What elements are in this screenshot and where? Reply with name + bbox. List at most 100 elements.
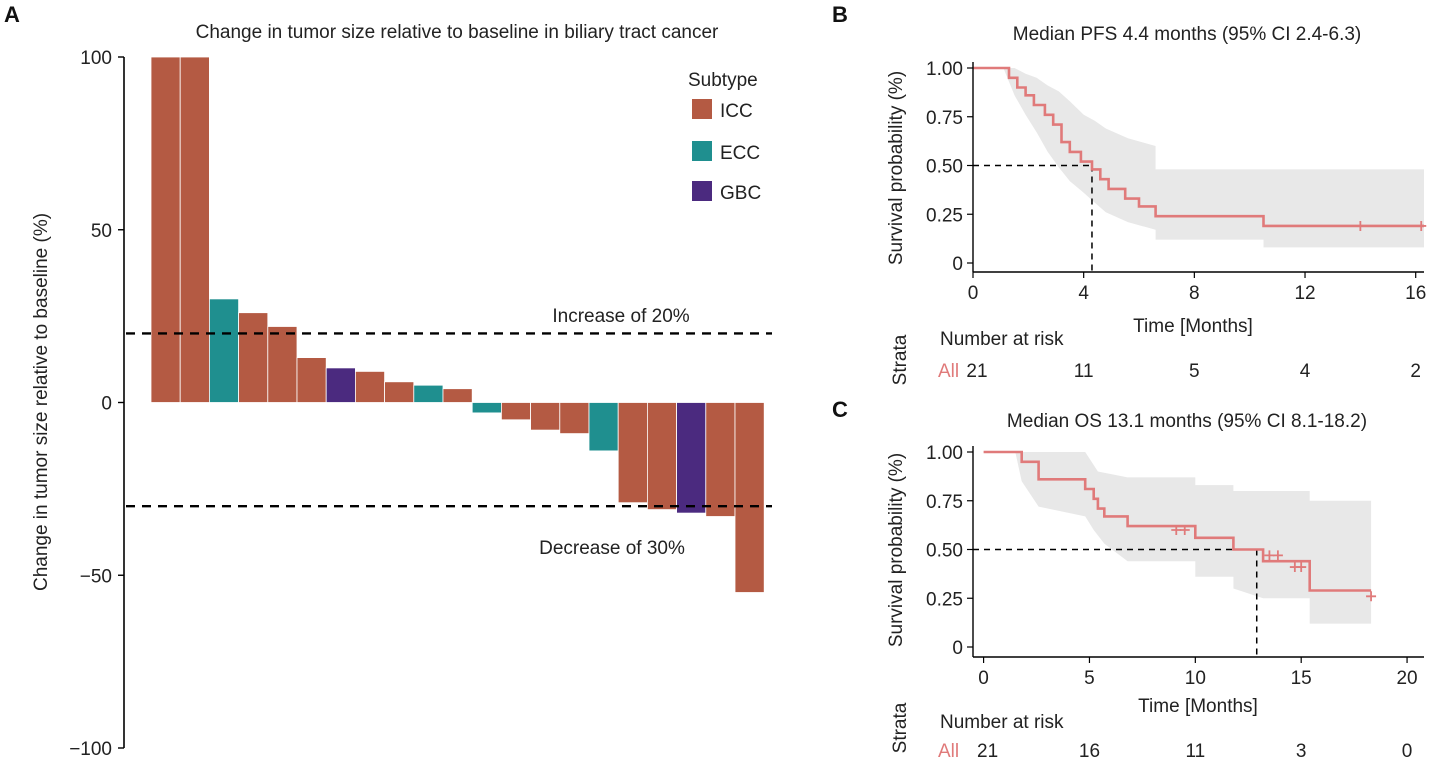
os-risk-group: All [938, 741, 959, 761]
bar-icc [559, 402, 590, 435]
increase-label: Increase of 20% [552, 306, 689, 327]
os-censor-mark [1171, 525, 1182, 535]
pfs-y-tick-label: 0 [952, 254, 963, 275]
bar-ecc [588, 402, 619, 452]
os-y-tick-label: 1.00 [926, 443, 963, 464]
bar-icc [354, 370, 385, 403]
pfs-risk-count: 2 [1410, 361, 1421, 382]
bar-ecc [413, 384, 444, 403]
pfs-censor-mark [1355, 220, 1366, 231]
pfs-risk-count: 4 [1300, 361, 1311, 382]
pfs-risk-count: 5 [1189, 361, 1200, 382]
pfs-x-tick-label: 16 [1405, 283, 1426, 304]
bar-icc [530, 402, 561, 431]
os-ci-band [983, 452, 1372, 624]
legend-swatch-ecc [692, 141, 712, 161]
bar-icc [705, 402, 736, 517]
os-censor-mark [1272, 550, 1283, 561]
bar-icc [617, 402, 648, 504]
legend-swatch-gbc [692, 181, 712, 201]
pfs-risk-header: Number at risk [940, 329, 1064, 350]
y-axis-label: Change in tumor size relative to baselin… [31, 213, 52, 591]
os-censor-mark [1296, 562, 1307, 573]
pfs-y-tick-label: 1.00 [926, 59, 963, 80]
pfs-risk-group: All [938, 361, 959, 382]
pfs-risk-count: 21 [966, 361, 987, 382]
bar-icc [179, 56, 210, 403]
pfs-x-tick-label: 0 [968, 283, 979, 304]
legend-label-ecc: ECC [720, 143, 760, 164]
pfs-x-axis-label: Time [Months] [1133, 316, 1253, 337]
bar-ecc [208, 298, 239, 403]
bar-icc [734, 402, 765, 593]
os-risk-count: 0 [1402, 741, 1413, 761]
decrease-label: Decrease of 30% [539, 538, 685, 559]
pfs-y-tick-label: 0.75 [926, 108, 963, 129]
bar-icc [296, 357, 327, 403]
os-strata-label: Strata [890, 702, 911, 753]
os-y-tick-label: 0.25 [926, 589, 963, 610]
os-x-tick-label: 20 [1396, 668, 1417, 689]
pfs-risk-count: 11 [1074, 361, 1094, 382]
reference-lines [126, 332, 772, 508]
bar-icc [384, 381, 415, 403]
pfs-x-tick-label: 4 [1078, 283, 1089, 304]
y-tick-label: −100 [69, 739, 112, 760]
bar-icc [442, 388, 473, 403]
legend-title: Subtype [688, 70, 758, 91]
pfs-y-tick-label: 0.50 [926, 157, 963, 178]
legend-label-gbc: GBC [720, 183, 761, 204]
panel-label-b: B [832, 2, 848, 27]
os-censor-mark [1264, 550, 1275, 561]
pfs-risk-counts: 21 11 5 4 2 [966, 361, 1421, 382]
legend-label-icc: ICC [720, 101, 753, 122]
os-y-tick-label: 0.75 [926, 492, 963, 513]
panel-label-c: C [832, 397, 848, 422]
y-tick-label: 50 [91, 221, 112, 242]
pfs-km-chart: Median PFS 4.4 months (95% CI 2.4-6.3) 1… [886, 24, 1426, 385]
y-tick-label: 100 [80, 48, 112, 69]
os-censor-mark [1366, 591, 1377, 602]
os-y-axis-label: Survival probability (%) [886, 453, 907, 647]
bar-gbc [676, 402, 707, 514]
os-km-chart: Median OS 13.1 months (95% CI 8.1-18.2) … [886, 411, 1424, 761]
os-plot-area: 1.00 0.75 0.50 0.25 00 5 10 15 20 [926, 443, 1424, 689]
pfs-survival-curve [973, 66, 1424, 228]
bar-icc [647, 402, 678, 510]
bar-icc [500, 402, 531, 421]
waterfall-bars [150, 56, 765, 593]
waterfall-title: Change in tumor size relative to baselin… [196, 22, 719, 43]
pfs-plot-area: 1.00 0.75 0.50 0.25 00 4 8 12 16 [926, 59, 1426, 304]
os-risk-count: 16 [1079, 741, 1100, 761]
waterfall-chart: Change in tumor size relative to baselin… [31, 22, 772, 760]
bar-icc [267, 326, 298, 403]
pfs-title: Median PFS 4.4 months (95% CI 2.4-6.3) [1013, 24, 1362, 45]
bar-ecc [471, 402, 502, 414]
os-x-tick-label: 0 [978, 668, 989, 689]
os-survival-curve [983, 450, 1372, 592]
pfs-y-axis-label: Survival probability (%) [886, 71, 907, 265]
bar-icc [238, 312, 269, 403]
y-ticks: 100 50 0 −50 −100 [69, 48, 124, 760]
pfs-strata-label: Strata [890, 334, 911, 385]
os-x-tick-label: 10 [1185, 668, 1206, 689]
os-risk-counts: 21 16 11 3 0 [977, 741, 1412, 761]
os-y-tick-label: 0.50 [926, 541, 963, 562]
os-y-tick-label: 0 [952, 638, 963, 659]
os-risk-count: 21 [977, 741, 998, 761]
os-risk-header: Number at risk [940, 712, 1064, 733]
os-x-axis-label: Time [Months] [1138, 696, 1258, 717]
y-tick-label: 0 [101, 394, 112, 415]
pfs-censor-mark [1416, 220, 1427, 231]
os-x-tick-label: 5 [1084, 668, 1095, 689]
y-tick-label: −50 [80, 566, 112, 587]
pfs-x-tick-label: 12 [1294, 283, 1315, 304]
os-risk-count: 11 [1185, 741, 1205, 761]
legend-swatch-icc [692, 99, 712, 119]
legend: Subtype ICC ECC GBC [688, 70, 761, 204]
os-x-tick-label: 15 [1291, 668, 1312, 689]
os-censor-mark [1179, 525, 1190, 535]
panel-label-a: A [4, 2, 20, 27]
pfs-y-tick-label: 0.25 [926, 205, 963, 226]
